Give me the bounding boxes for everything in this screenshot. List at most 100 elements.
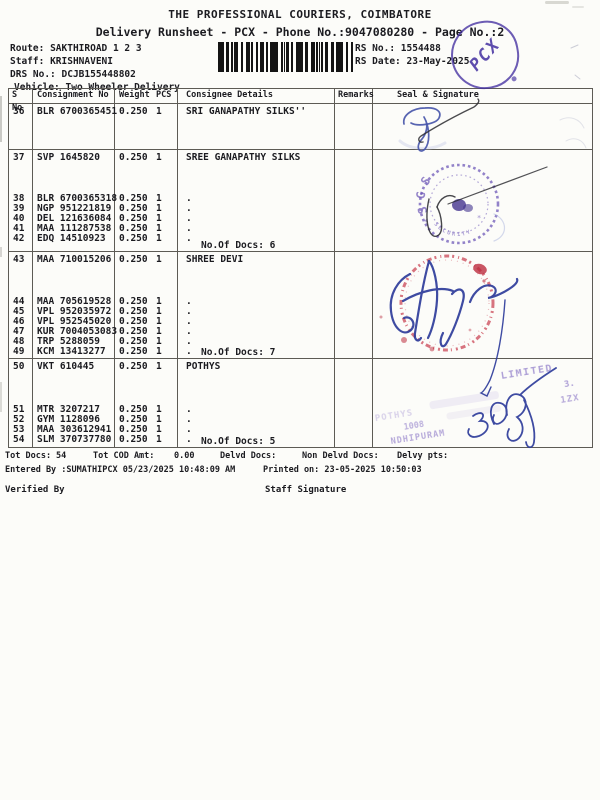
sno-cell: 43 44 45 46 47 48 49 <box>9 252 33 358</box>
row-spacer <box>115 265 177 297</box>
docs-count-line: No.Of Docs: 6 <box>201 240 276 251</box>
delvy-pts-label: Delvy pts: <box>397 451 449 461</box>
column-header-remarks: Remarks <box>335 89 374 103</box>
seal-cell <box>373 104 592 149</box>
consignee-cell: SREE GANAPATHY SILKS..... No.Of Docs: 6 <box>178 150 335 251</box>
pcs-value: 1 <box>156 203 162 214</box>
pcs-value: 1 <box>156 223 162 234</box>
weight-value: 0.250 <box>119 434 148 445</box>
sno-value: 36 <box>13 106 25 117</box>
sno-value: 53 <box>13 424 25 435</box>
pcs-value: 1 <box>156 213 162 224</box>
remarks-cell <box>335 104 373 149</box>
weight-pcs-cell-line: 0.250 1 <box>115 204 177 214</box>
weight-value: 0.250 <box>119 223 148 234</box>
sno-value: 48 <box>13 336 25 347</box>
staff-signature-label: Staff Signature <box>265 485 347 495</box>
consignee-dot: . <box>186 336 192 347</box>
consignment-cell: BLR 6700365451 <box>33 104 117 149</box>
delvd-docs-label: Delvd Docs: <box>220 451 277 461</box>
row-spacer <box>9 163 32 194</box>
column-header-consignment: Consignment No <box>33 89 115 103</box>
pcs-value: 1 <box>156 361 162 372</box>
sno-value: 44 <box>13 296 25 307</box>
sno-value: 39 <box>13 203 25 214</box>
docs-count-line: No.Of Docs: 5 <box>201 436 276 447</box>
rs-no-label: RS No.: <box>355 43 396 54</box>
consignment-no-value: DEL 121636084 <box>37 213 112 224</box>
weight-value: 0.250 <box>119 106 148 117</box>
pcx-stamp-text: PCX <box>465 34 505 76</box>
row-spacer <box>178 372 334 405</box>
sno-value: 51 <box>13 404 25 415</box>
sno-value: 47 <box>13 326 25 337</box>
consignee-name: SRI GANAPATHY SILKS'' <box>186 106 307 117</box>
weight-pcs-cell-line: 0.250 1 <box>115 415 177 425</box>
consignee-dot: . <box>186 346 192 357</box>
sno-value: 54 <box>13 434 25 445</box>
pcs-value: 1 <box>156 106 162 117</box>
weight-value: 0.250 <box>119 361 148 372</box>
consignee-dot: . <box>186 296 192 307</box>
rs-date-value: 23-May-2025 <box>406 56 470 67</box>
staff-line: Staff: KRISHNAVENI <box>10 56 113 67</box>
consignee-cell: SRI GANAPATHY SILKS'' <box>178 104 335 149</box>
route-label: Route: <box>10 43 45 54</box>
rs-no-line: RS No.: 1554488 <box>355 43 441 54</box>
pcs-value: 1 <box>156 346 162 357</box>
table-header-row: S No Consignment No Weight PCS Consignee … <box>9 89 592 113</box>
weight-pcs-cell: 0.250 1 <box>115 104 178 149</box>
weight-value: 0.250 <box>119 152 148 163</box>
non-delvd-docs-label: Non Delvd Docs: <box>302 451 379 461</box>
rs-date-label: RS Date: <box>355 56 401 67</box>
pcs-value: 1 <box>156 233 162 244</box>
weight-pcs-cell-line: 0.250 1 <box>115 224 177 234</box>
weight-value: 0.250 <box>119 336 148 347</box>
column-header-weight: Weight <box>119 90 150 100</box>
table-row-group: 37 38 39 40 41 42 SVP 1645820 BLR 6700365318 NGP… <box>9 150 592 252</box>
drs-line: DRS No.: DCJB155448802 <box>10 69 136 80</box>
row-spacer <box>33 265 114 297</box>
weight-pcs-cell-line: 0.250 1 <box>115 347 177 357</box>
consignment-no-value: MTR 3207217 <box>37 404 100 415</box>
weight-pcs-cell-line: 0.250 1 <box>115 234 177 244</box>
rs-no-value: 1554488 <box>400 43 441 54</box>
sno-value: 49 <box>13 346 25 357</box>
drs-label: DRS No.: <box>10 69 56 80</box>
consignee-dot: . <box>186 203 192 214</box>
pcs-value: 1 <box>156 434 162 445</box>
seal-cell <box>373 359 592 447</box>
tot-cod-label: Tot COD Amt: <box>93 451 155 461</box>
weight-value: 0.250 <box>119 306 148 317</box>
sno-value: 38 <box>13 193 25 204</box>
pcs-value: 1 <box>156 336 162 347</box>
tot-docs-label: Tot Docs: <box>5 451 52 461</box>
barcode-image <box>218 42 353 72</box>
sno-value: 40 <box>13 213 25 224</box>
sno-cell: 36 <box>9 104 33 149</box>
pcs-value: 1 <box>156 404 162 415</box>
consignment-no-value: EDQ 14510923 <box>37 233 106 244</box>
consignment-no-value: MAA 710015206 <box>37 254 112 265</box>
row-spacer <box>9 372 32 405</box>
remarks-cell <box>335 252 373 358</box>
weight-pcs-cell: 0.250 1 0.250 1 0.250 1 0.250 1 0.250 1 <box>115 359 178 447</box>
weight-value: 0.250 <box>119 414 148 425</box>
sno-cell: 37 38 39 40 41 42 <box>9 150 33 251</box>
consignment-no-value: GYM 1128096 <box>37 414 100 425</box>
row-spacer <box>33 163 114 194</box>
consignee-dot: . <box>186 223 192 234</box>
consignment-cell: MAA 710015206 MAA 705619528 VPL 952035972 V… <box>33 252 117 358</box>
consignment-no-value: BLR 6700365318 <box>37 193 118 204</box>
sno-value: 52 <box>13 414 25 425</box>
pcs-value: 1 <box>156 193 162 204</box>
weight-pcs-cell-line: 0.250 1 <box>115 337 177 347</box>
column-header-pcs: PCS <box>156 90 172 100</box>
staff-value: KRISHNAVENI <box>50 56 113 67</box>
column-header-seal: Seal & Signature <box>397 90 479 100</box>
weight-value: 0.250 <box>119 316 148 327</box>
tot-cod-value: 0.00 <box>174 451 195 461</box>
pcs-value: 1 <box>156 326 162 337</box>
consignee-dot: . <box>186 424 192 435</box>
consignment-cell: SVP 1645820 BLR 6700365318 NGP 951221819 DE… <box>33 150 118 251</box>
